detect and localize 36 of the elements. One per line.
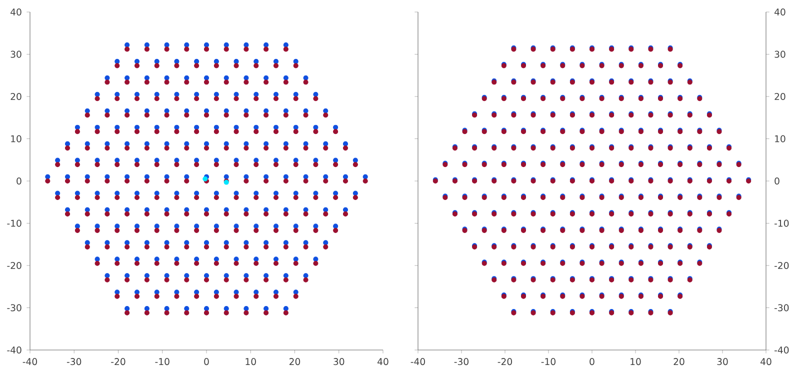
y-tick-label: 0: [774, 177, 780, 185]
x-tick-label: 30: [717, 358, 728, 366]
x-tick-label: -40: [22, 358, 37, 366]
x-tick-label: -10: [541, 358, 556, 366]
y-tick-label: 30: [10, 50, 22, 58]
x-tick-label: -30: [454, 358, 468, 366]
y-tick-label: -40: [774, 346, 789, 354]
x-tick-label: 40: [378, 358, 388, 366]
y-tick-label: -10: [7, 220, 22, 227]
y-tick-label: 10: [11, 135, 22, 142]
y-tick-label: 0: [16, 177, 22, 185]
x-tick-label: -20: [111, 358, 126, 366]
y-tick-label: 10: [775, 135, 786, 142]
x-tick-label: -10: [155, 358, 170, 366]
x-tick-label: 0: [590, 358, 594, 366]
y-tick-label: 30: [774, 50, 786, 58]
y-tick-label: -30: [7, 304, 22, 312]
x-tick-label: 10: [246, 358, 256, 366]
y-tick-label: -40: [7, 346, 22, 354]
x-tick-label: 20: [290, 358, 300, 366]
x-tick-label: -40: [410, 358, 425, 366]
x-tick-label: -30: [66, 358, 82, 366]
y-tick-label: 20: [10, 92, 22, 100]
y-tick-label: -20: [774, 262, 789, 270]
x-tick-label: -20: [498, 358, 512, 366]
y-tick-label: 40: [10, 8, 22, 16]
y-tick-label: 40: [774, 8, 786, 16]
y-tick-label: 20: [774, 92, 786, 100]
x-tick-label: 10: [630, 358, 641, 366]
x-tick-label: 30: [334, 358, 344, 366]
x-tick-label: 0: [204, 358, 209, 366]
x-tick-label: 40: [760, 358, 772, 366]
y-tick-label: -10: [774, 220, 789, 227]
y-tick-label: -20: [7, 262, 22, 270]
y-tick-label: -30: [774, 304, 789, 312]
x-tick-label: 20: [674, 358, 684, 366]
